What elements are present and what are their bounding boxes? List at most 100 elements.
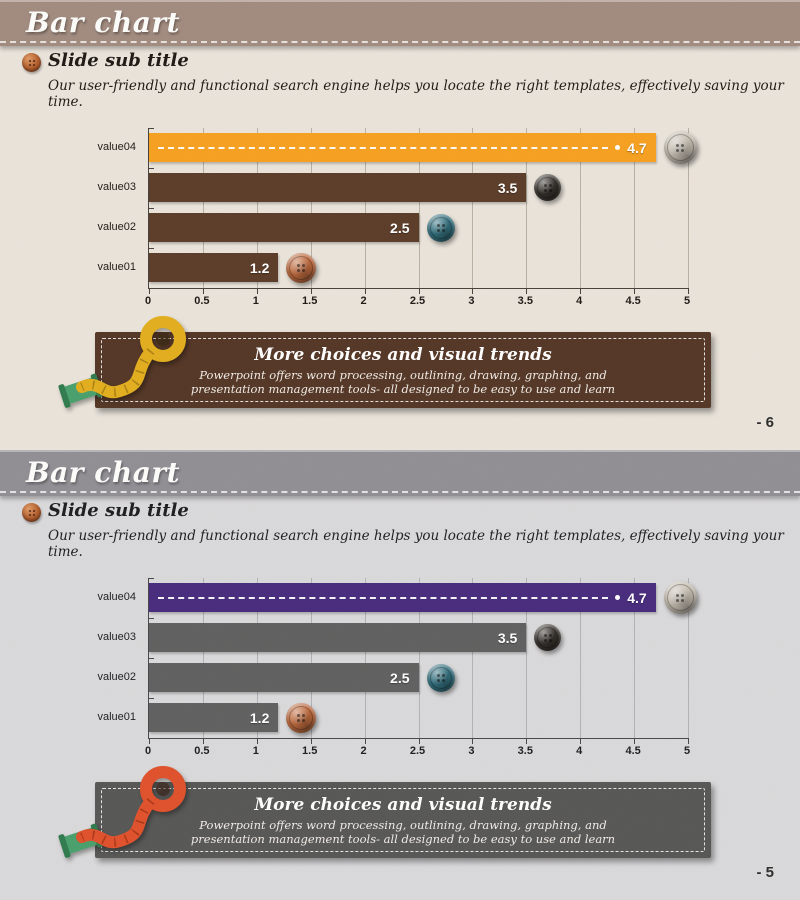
measuring-tape-image [58, 316, 186, 408]
x-tick-label: 0.5 [194, 745, 210, 757]
plot-area: 4.7 3.5 2.5 1.2 [148, 128, 697, 294]
x-axis-labels: 0 0.5 1 1.5 2 2.5 3 3.5 4 4.5 5 [145, 745, 691, 761]
x-tick-label: 4 [576, 745, 583, 757]
x-axis-labels: 0 0.5 1 1.5 2 2.5 3 3.5 4 4.5 5 [145, 295, 691, 311]
category-label: value04 [97, 141, 136, 153]
sewing-button-icon [22, 503, 41, 522]
button-holes [436, 223, 440, 227]
category-label: value02 [97, 671, 136, 683]
button-holes [297, 713, 301, 717]
leader-dashed-line [158, 596, 609, 599]
button-groove [289, 255, 314, 280]
button-holes [676, 593, 680, 597]
stitch-line [0, 491, 800, 493]
button-holes [543, 633, 547, 637]
y-tick-mark [149, 288, 154, 289]
x-tick-label: 5 [683, 295, 691, 307]
x-tick-mark [364, 738, 366, 744]
x-tick-mark [418, 288, 420, 294]
copper-button-icon [286, 702, 317, 733]
x-tick-mark [688, 738, 689, 744]
category-axis: value04 value03 value02 value01 [56, 578, 142, 738]
bar-value-label: 1.2 [249, 709, 270, 726]
x-tick-label: 3 [468, 745, 475, 757]
x-tick-label: 5 [683, 745, 691, 757]
silver-button-icon [663, 581, 697, 614]
x-tick-mark [472, 738, 474, 744]
category-label: value01 [97, 711, 136, 723]
bar-value-label: 4.7 [627, 139, 647, 156]
button-groove [537, 627, 559, 648]
bar-value03: 3.5 [149, 173, 527, 202]
button-holes [676, 143, 680, 147]
category-label: value01 [97, 261, 136, 273]
bar-value02: 2.5 [149, 213, 419, 242]
slide-subtitle-heading: Slide sub title [48, 500, 189, 521]
bar-value02: 2.5 [149, 663, 419, 692]
black-button-icon [534, 174, 562, 201]
bar-value01: 1.2 [149, 703, 279, 732]
y-tick-mark [149, 658, 154, 659]
silver-button-icon [663, 131, 697, 164]
bar-value-label: 2.5 [390, 669, 410, 686]
slide-page-5: Bar chart Slide sub title Our user-frien… [0, 450, 800, 900]
horizontal-bar-chart: value04 value03 value02 value01 4.7 3.5 2.5 1.… [56, 578, 756, 778]
leader-dot [615, 595, 621, 600]
x-tick-label: 2 [360, 295, 367, 307]
x-tick-label: 3 [468, 295, 475, 307]
x-tick-mark [418, 738, 420, 744]
button-groove [289, 705, 314, 730]
slide-header: Bar chart [0, 450, 800, 496]
slide-subtitle-text: Our user-friendly and functional search … [48, 78, 784, 110]
y-tick-mark [149, 208, 154, 209]
button-groove [666, 584, 694, 611]
slide-title: Bar chart [26, 6, 181, 39]
x-tick-label: 2 [360, 745, 367, 757]
bar-value-label: 3.5 [497, 179, 518, 196]
x-tick-mark [580, 288, 582, 294]
x-tick-label: 3.5 [517, 745, 533, 757]
bar-value04: 4.7 [149, 583, 656, 612]
slide-header: Bar chart [0, 0, 800, 46]
x-tick-label: 4 [576, 295, 583, 307]
bar-value-label: 4.7 [627, 589, 647, 606]
category-label: value04 [97, 591, 136, 603]
y-tick-mark [149, 698, 154, 699]
slide-title: Bar chart [26, 456, 181, 489]
x-tick-mark [202, 738, 204, 744]
button-holes [543, 183, 547, 187]
x-tick-label: 0.5 [194, 295, 210, 307]
teal-button-icon [426, 663, 455, 692]
plot-area: 4.7 3.5 2.5 1.2 [148, 578, 697, 744]
x-tick-mark [634, 738, 636, 744]
bar-value-label: 2.5 [390, 219, 410, 236]
x-tick-mark [688, 288, 689, 294]
y-tick-mark [149, 248, 154, 249]
black-button-icon [534, 624, 562, 651]
slide-subtitle-heading: Slide sub title [48, 50, 189, 71]
x-tick-label: 1.5 [302, 745, 318, 757]
bar-value04: 4.7 [149, 133, 656, 162]
measuring-tape-image [58, 766, 186, 858]
y-tick-mark [149, 168, 154, 169]
x-tick-mark [634, 288, 636, 294]
x-tick-label: 4.5 [625, 295, 641, 307]
x-tick-label: 1.5 [302, 295, 318, 307]
x-tick-label: 4.5 [625, 745, 641, 757]
x-tick-mark [310, 288, 312, 294]
x-tick-label: 2.5 [409, 745, 426, 757]
button-groove [666, 134, 694, 161]
x-tick-mark [256, 738, 258, 744]
x-tick-mark [526, 738, 528, 744]
copper-button-icon [286, 252, 317, 283]
x-tick-mark [256, 288, 258, 294]
bar-value01: 1.2 [149, 253, 279, 282]
bar-value-label: 1.2 [249, 259, 270, 276]
slide-page-6: Bar chart Slide sub title Our user-frien… [0, 0, 800, 450]
y-tick-mark [149, 738, 154, 739]
page-number: - 6 [756, 414, 774, 431]
button-groove [429, 666, 452, 689]
button-holes [297, 263, 301, 267]
slide-subtitle-text: Our user-friendly and functional search … [48, 528, 784, 560]
